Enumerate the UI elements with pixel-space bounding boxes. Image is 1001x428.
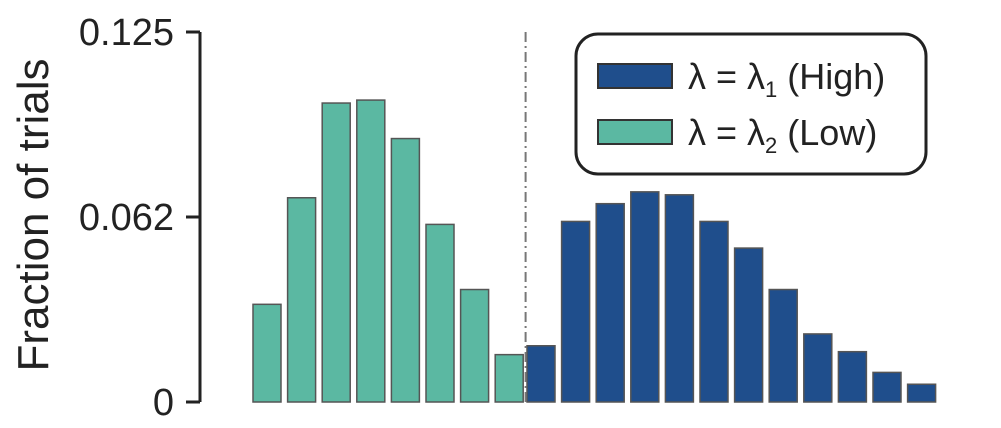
bar-low bbox=[459, 288, 490, 403]
legend-swatch-low bbox=[597, 119, 673, 145]
bar-high bbox=[699, 220, 729, 403]
bar-high bbox=[872, 371, 902, 403]
bar-low bbox=[425, 223, 455, 403]
bar-low bbox=[286, 197, 317, 403]
bar-high bbox=[664, 194, 695, 403]
bar-low bbox=[252, 303, 282, 403]
y-axis: 0 0.062 0.125 bbox=[79, 12, 202, 424]
bar-high bbox=[526, 345, 556, 403]
y-axis-label: Fraction of trials bbox=[9, 59, 58, 372]
y-tick-label: 0.125 bbox=[79, 12, 174, 54]
bar-high bbox=[560, 220, 591, 403]
bar-low bbox=[390, 137, 421, 403]
y-tick-label: 0 bbox=[153, 382, 174, 424]
bar-high bbox=[768, 288, 798, 403]
bars-low-series bbox=[252, 99, 524, 403]
bar-high bbox=[630, 191, 660, 403]
y-tick-label: 0.062 bbox=[79, 197, 174, 239]
bar-high bbox=[803, 333, 833, 403]
bar-low bbox=[356, 99, 386, 403]
legend-label-high: λ = λ1 (High) bbox=[688, 56, 885, 102]
bar-low bbox=[494, 353, 524, 403]
bar-low bbox=[321, 102, 351, 403]
legend-swatch-high bbox=[597, 63, 673, 89]
bar-high bbox=[733, 247, 764, 403]
y-ticks: 0 0.062 0.125 bbox=[79, 12, 200, 424]
legend: λ = λ1 (High) λ = λ2 (Low) bbox=[574, 32, 928, 176]
legend-label-low: λ = λ2 (Low) bbox=[688, 112, 877, 158]
legend-box bbox=[574, 32, 928, 176]
legend-entry-low: λ = λ2 (Low) bbox=[597, 112, 877, 158]
bar-high bbox=[837, 350, 868, 403]
bar-high bbox=[595, 202, 625, 403]
legend-entry-high: λ = λ1 (High) bbox=[597, 56, 885, 102]
bars-high-series bbox=[526, 191, 937, 403]
bar-high bbox=[906, 383, 937, 403]
